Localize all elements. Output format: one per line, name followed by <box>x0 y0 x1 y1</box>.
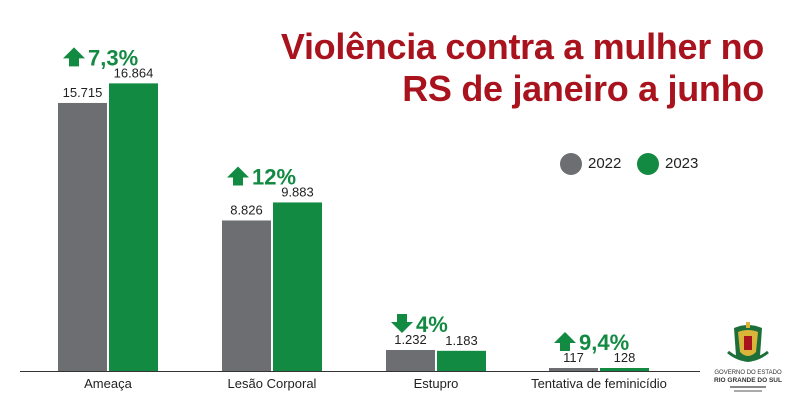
bar-2022-1 <box>222 220 271 371</box>
legend-swatch-2022 <box>560 153 582 175</box>
bar-2023-1 <box>273 202 322 371</box>
arrow-up-icon-1 <box>227 166 249 186</box>
bar-2023-3 <box>600 368 649 371</box>
arrow-up-icon-3 <box>554 332 576 351</box>
bar-2023-0 <box>109 83 158 371</box>
chart-title-line-1: Violência contra a mulher no <box>280 26 764 67</box>
category-label-1: Lesão Corporal <box>228 376 317 391</box>
category-label-3: Tentativa de feminicídio <box>531 376 667 391</box>
data-label-2022-3: 117 <box>563 350 584 365</box>
change-label-0: 7,3% <box>88 45 138 70</box>
bar-2023-2 <box>437 350 486 371</box>
data-label-2023-0: 16.864 <box>114 65 154 80</box>
logo-divider-2 <box>734 390 762 392</box>
legend-label-2023: 2023 <box>665 155 699 172</box>
change-label-1: 12% <box>252 164 296 189</box>
data-label-2023-3: 128 <box>614 350 636 365</box>
arrow-down-icon-2 <box>391 313 413 333</box>
legend-label-2022: 2022 <box>588 155 622 172</box>
category-label-0: Ameaça <box>84 376 132 391</box>
change-label-2: 4% <box>416 312 448 337</box>
logo-line-1: GOVERNO DO ESTADO <box>714 370 782 376</box>
chart-title-line-2: RS de janeiro a junho <box>402 68 764 109</box>
data-label-2022-1: 8.826 <box>230 202 263 217</box>
bar-2022-0 <box>58 102 107 371</box>
data-label-2023-2: 1.183 <box>445 333 478 348</box>
rs-government-logo: GOVERNO DO ESTADO RIO GRANDE DO SUL <box>708 322 788 400</box>
data-label-2023-1: 9.883 <box>281 184 314 199</box>
change-label-3: 9,4% <box>579 330 629 355</box>
bar-2022-2 <box>386 349 435 371</box>
logo-divider <box>730 386 766 388</box>
bar-2022-3 <box>549 368 598 371</box>
legend-swatch-2023 <box>637 153 659 175</box>
data-label-2022-0: 15.715 <box>63 85 103 100</box>
chart-title: Violência contra a mulher no RS de janei… <box>244 26 764 110</box>
arrow-up-icon-0 <box>63 47 85 67</box>
logo-line-2: RIO GRANDE DO SUL <box>714 377 782 384</box>
data-label-2022-2: 1.232 <box>394 332 427 347</box>
coat-of-arms-icon <box>727 322 769 362</box>
category-label-2: Estupro <box>414 376 459 391</box>
